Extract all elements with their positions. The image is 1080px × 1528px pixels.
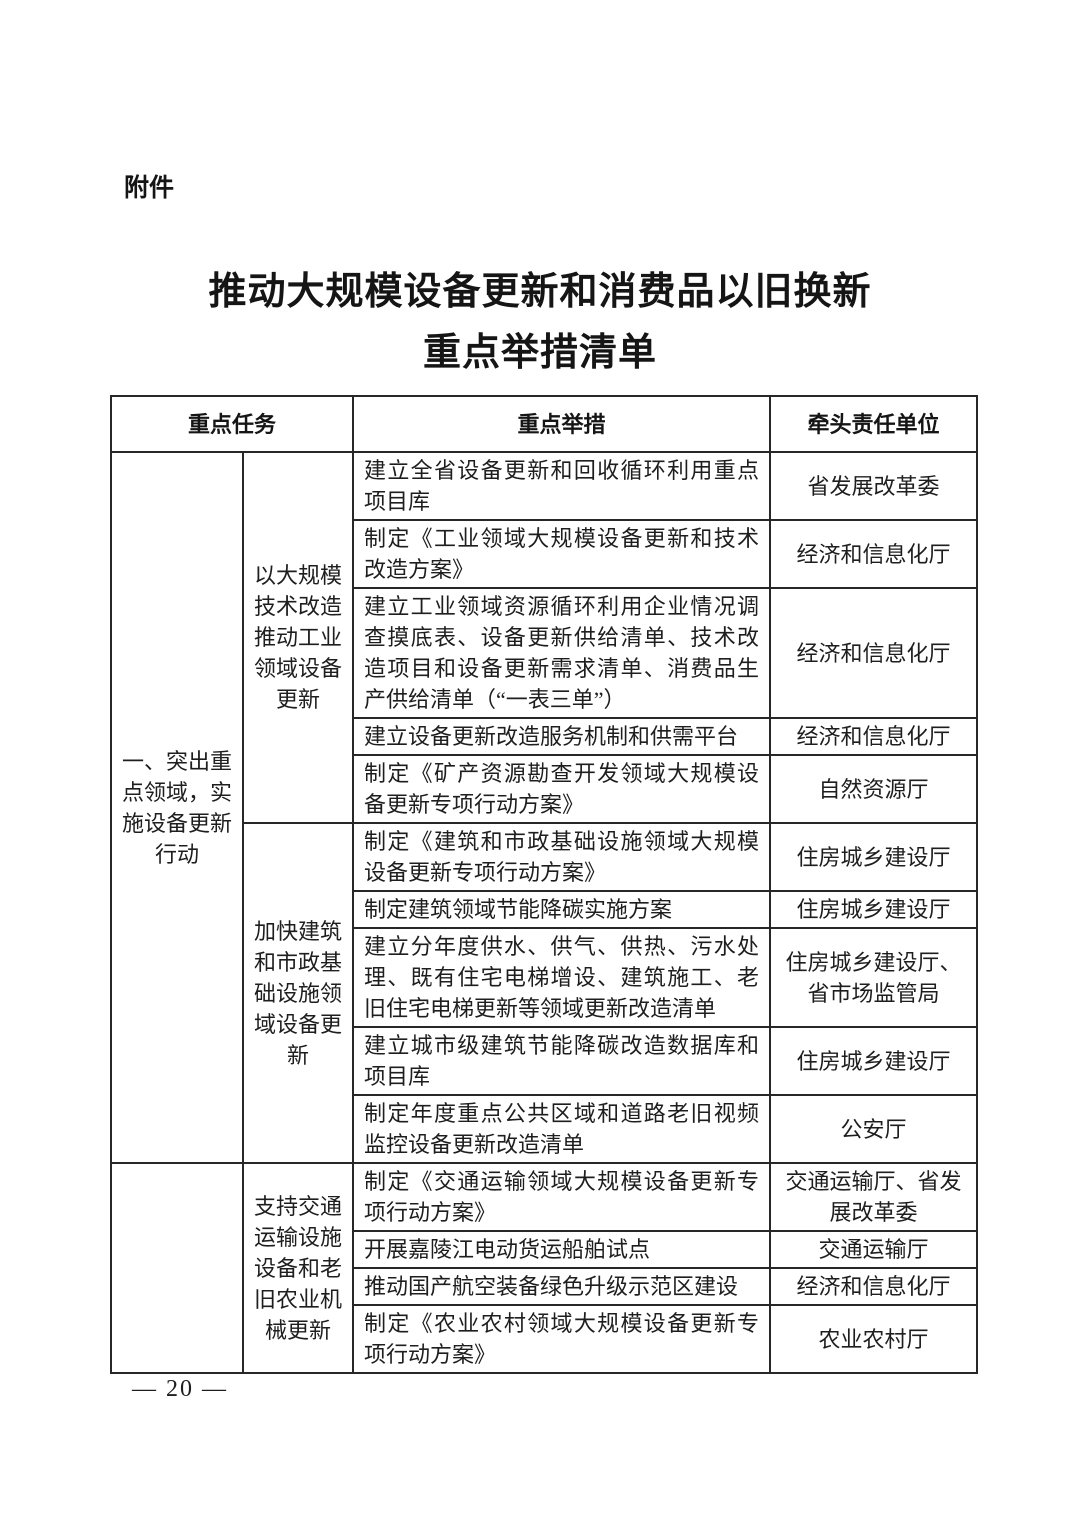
title-line-1: 推动大规模设备更新和消费品以旧换新 — [208, 271, 872, 313]
measure-cell: 建立城市级建筑节能降碳改造数据库和项目库 — [352, 1026, 772, 1096]
table-header: 重点任务 重点举措 牵头责任单位 — [109, 395, 979, 453]
table-row: 建立城市级建筑节能降碳改造数据库和项目库 住房城乡建设厅 — [111, 1026, 979, 1096]
measure-cell: 建立工业领域资源循环利用企业情况调查摸底表、设备更新供给清单、技术改造项目和设备… — [352, 587, 772, 719]
attachment-label: 附件 — [124, 174, 175, 202]
unit-cell: 省发展改革委 — [769, 451, 979, 521]
table-row: 制定年度重点公共区域和道路老旧视频监控设备更新改造清单 公安厅 — [111, 1094, 979, 1164]
measure-cell: 建立全省设备更新和回收循环利用重点项目库 — [352, 451, 772, 521]
table-row: 支持交通运输设施设备和老旧农业机械更新 制定《交通运输领域大规模设备更新专项行动方… — [110, 1162, 979, 1374]
unit-cell: 住房城乡建设厅 — [769, 890, 979, 929]
table-row: 建立分年度供水、供气、供热、污水处理、既有住宅电梯增设、建筑施工、老旧住宅电梯更… — [111, 927, 979, 1028]
table-row: 开展嘉陵江电动货运船舶试点 交通运输厅 — [111, 1230, 979, 1269]
unit-cell: 住房城乡建设厅、省市场监管局 — [769, 927, 979, 1028]
measure-cell: 制定《交通运输领域大规模设备更新专项行动方案》 — [352, 1162, 772, 1232]
table-row: 推动国产航空装备绿色升级示范区建设 经济和信息化厅 — [111, 1267, 979, 1306]
unit-cell: 交通运输厅、省发展改革委 — [769, 1162, 979, 1232]
measure-cell: 开展嘉陵江电动货运船舶试点 — [352, 1230, 772, 1269]
table-row: 建立设备更新改造服务机制和供需平台 经济和信息化厅 — [111, 717, 979, 756]
measure-cell: 建立分年度供水、供气、供热、污水处理、既有住宅电梯增设、建筑施工、老旧住宅电梯更… — [352, 927, 772, 1028]
measure-cell: 制定《工业领域大规模设备更新和技术改造方案》 — [352, 519, 772, 589]
page-number: — 20 — — [132, 1376, 228, 1402]
table-row: 制定《农业农村领域大规模设备更新专项行动方案》 农业农村厅 — [111, 1304, 979, 1374]
measure-cell: 建立设备更新改造服务机制和供需平台 — [352, 717, 772, 756]
header-row: 重点任务 重点举措 牵头责任单位 — [109, 395, 979, 453]
table-body: 一、突出重点领域，实施设备更新行动 以大规模技术改造推动工业领域设备更新 建立全省设… — [110, 451, 979, 1374]
table-row: 建立工业领域资源循环利用企业情况调查摸底表、设备更新供给清单、技术改造项目和设备… — [111, 587, 979, 719]
measure-cell: 制定年度重点公共区域和道路老旧视频监控设备更新改造清单 — [352, 1094, 772, 1164]
measure-cell: 制定《矿产资源勘查开发领域大规模设备更新专项行动方案》 — [352, 754, 772, 824]
title-line-2: 重点举措清单 — [422, 332, 657, 374]
header-lead-unit: 牵头责任单位 — [769, 395, 979, 453]
unit-cell: 经济和信息化厅 — [769, 717, 979, 756]
unit-cell: 住房城乡建设厅 — [769, 822, 979, 892]
task-cell: 一、突出重点领域，实施设备更新行动 — [110, 451, 244, 1164]
unit-cell: 经济和信息化厅 — [769, 519, 979, 589]
unit-cell: 经济和信息化厅 — [769, 1267, 979, 1306]
task-cell — [110, 1162, 244, 1374]
header-key-tasks: 重点任务 — [109, 395, 355, 453]
table-row: 制定建筑领域节能降碳实施方案 住房城乡建设厅 — [111, 890, 979, 929]
document-title: 推动大规模设备更新和消费品以旧换新 重点举措清单 — [0, 262, 1080, 384]
measure-cell: 推动国产航空装备绿色升级示范区建设 — [352, 1267, 772, 1306]
subtask-cell: 以大规模技术改造推动工业领域设备更新 — [241, 451, 355, 824]
unit-cell: 自然资源厅 — [769, 754, 979, 824]
measures-table: 重点任务 重点举措 牵头责任单位 一、突出重点领域，实施设备更新行动 以大规模技术… — [109, 395, 979, 1374]
measure-cell: 制定《建筑和市政基础设施领域大规模设备更新专项行动方案》 — [352, 822, 772, 892]
unit-cell: 住房城乡建设厅 — [769, 1026, 979, 1096]
header-key-measures: 重点举措 — [352, 395, 772, 453]
measure-cell: 制定《农业农村领域大规模设备更新专项行动方案》 — [352, 1304, 772, 1374]
subtask-cell: 加快建筑和市政基础设施领域设备更新 — [241, 822, 355, 1164]
table-row: 制定《工业领域大规模设备更新和技术改造方案》 经济和信息化厅 — [111, 519, 979, 589]
measure-cell: 制定建筑领域节能降碳实施方案 — [352, 890, 772, 929]
table-row: 加快建筑和市政基础设施领域设备更新 制定《建筑和市政基础设施领域大规模设备更新专项… — [111, 822, 979, 1164]
table-row: 制定《矿产资源勘查开发领域大规模设备更新专项行动方案》 自然资源厅 — [111, 754, 979, 824]
unit-cell: 经济和信息化厅 — [769, 587, 979, 719]
unit-cell: 交通运输厅 — [769, 1230, 979, 1269]
unit-cell: 公安厅 — [769, 1094, 979, 1164]
table-row: 一、突出重点领域，实施设备更新行动 以大规模技术改造推动工业领域设备更新 建立全省设… — [110, 451, 979, 1164]
unit-cell: 农业农村厅 — [769, 1304, 979, 1374]
subtask-cell: 支持交通运输设施设备和老旧农业机械更新 — [241, 1162, 355, 1374]
